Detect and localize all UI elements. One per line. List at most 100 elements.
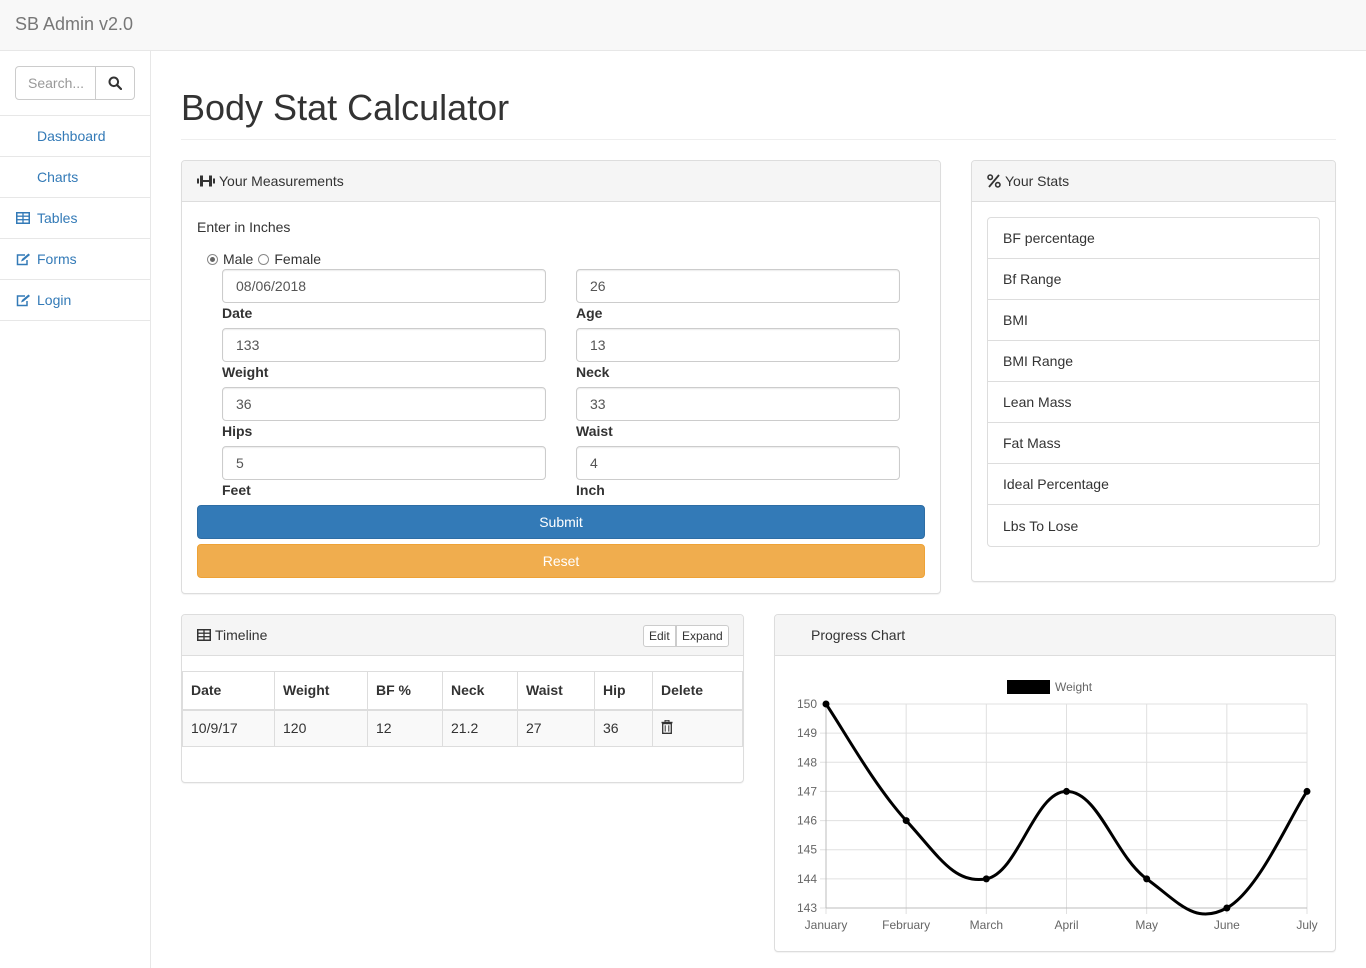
progress-chart-panel: Progress Chart Weight 143 144 145 146 147 148… xyxy=(774,614,1336,952)
table-row: 10/9/17 120 12 21.2 27 36 xyxy=(182,709,743,747)
search-button[interactable] xyxy=(95,66,135,100)
female-label: Female xyxy=(274,251,322,267)
feet-label: Feet xyxy=(222,482,251,498)
sidebar-item-forms[interactable]: Forms xyxy=(0,239,150,280)
y-tick-label: 147 xyxy=(797,784,817,798)
y-tick-label: 149 xyxy=(797,726,817,740)
male-radio[interactable] xyxy=(207,253,218,265)
cell-bf: 12 xyxy=(367,709,443,747)
x-tick-label: April xyxy=(1054,918,1078,932)
sidebar-item-label: Tables xyxy=(37,210,78,226)
top-navbar: SB Admin v2.0 xyxy=(0,0,1366,51)
search-input[interactable] xyxy=(15,66,96,100)
data-point xyxy=(902,817,910,825)
data-point xyxy=(1143,875,1151,883)
search-icon xyxy=(108,76,122,90)
edit-button[interactable]: Edit xyxy=(643,625,676,647)
percent-icon xyxy=(987,174,1001,188)
y-tick-label: 146 xyxy=(797,814,817,828)
sidebar-item-dashboard[interactable]: Dashboard xyxy=(0,116,150,157)
data-point xyxy=(1063,787,1070,795)
waist-input[interactable] xyxy=(576,387,900,421)
date-input[interactable] xyxy=(222,269,546,303)
panel-title: Progress Chart xyxy=(811,627,906,643)
hips-input[interactable] xyxy=(222,387,546,421)
stat-bmi: BMI xyxy=(988,300,1319,341)
sidebar-item-tables[interactable]: Tables xyxy=(0,198,150,239)
sidebar-item-login[interactable]: Login xyxy=(0,280,150,321)
feet-input[interactable] xyxy=(222,446,546,480)
stat-fat-mass: Fat Mass xyxy=(988,423,1319,464)
expand-button[interactable]: Expand xyxy=(676,625,729,647)
table-header-row: Date Weight BF % Neck Waist Hip Delete xyxy=(182,671,743,711)
stat-bf-percentage: BF percentage xyxy=(988,218,1319,259)
sidebar-search xyxy=(0,51,150,116)
chart-grid xyxy=(820,703,1308,914)
legend-swatch xyxy=(1007,680,1050,694)
col-bf: BF % xyxy=(367,671,443,711)
y-axis-ticks: 143 144 145 146 147 148 149 150 xyxy=(797,697,817,915)
stat-lbs-to-lose: Lbs To Lose xyxy=(1003,517,1079,534)
x-tick-label: July xyxy=(1296,918,1317,932)
brand-link[interactable]: SB Admin v2.0 xyxy=(15,14,134,34)
sidebar-item-label: Dashboard xyxy=(37,128,106,144)
weight-line-chart: Weight 143 144 145 146 147 148 149 150 January F… xyxy=(797,680,1318,932)
y-tick-label: 150 xyxy=(797,697,817,711)
reset-button[interactable]: Reset xyxy=(197,544,925,578)
male-label: Male xyxy=(223,251,254,267)
col-neck: Neck xyxy=(442,671,518,711)
x-axis-ticks: January February March April May June July xyxy=(805,918,1318,932)
panel-heading: Your Stats xyxy=(972,161,1335,202)
weight-label: Weight xyxy=(222,364,269,380)
panel-heading: Your Measurements xyxy=(182,161,940,202)
table-icon xyxy=(197,629,211,641)
stat-bf-range: Bf Range xyxy=(988,259,1319,300)
data-point xyxy=(1303,787,1311,795)
y-tick-label: 145 xyxy=(797,843,817,857)
dumbbell-icon xyxy=(197,175,215,187)
data-point xyxy=(822,700,830,708)
neck-input[interactable] xyxy=(576,328,900,362)
trash-icon[interactable] xyxy=(661,719,673,734)
y-tick-label: 143 xyxy=(797,901,817,915)
col-waist: Waist xyxy=(517,671,595,711)
female-radio[interactable] xyxy=(258,253,270,265)
title-divider xyxy=(181,139,1336,140)
panel-heading: Progress Chart xyxy=(775,615,1335,656)
cell-weight: 120 xyxy=(274,709,368,747)
col-delete: Delete xyxy=(652,671,743,711)
edit-icon xyxy=(16,252,32,266)
page-title: Body Stat Calculator xyxy=(181,87,510,128)
stats-panel: Your Stats BF percentage Bf Range BMI BM… xyxy=(971,160,1336,582)
sidebar: Dashboard Charts Tables Forms Login xyxy=(0,51,151,968)
cell-neck: 21.2 xyxy=(442,709,518,747)
measurements-panel: Your Measurements Enter in Inches Male F… xyxy=(181,160,941,594)
cell-waist: 27 xyxy=(517,709,595,747)
stat-ideal-percentage: Ideal Percentage xyxy=(988,464,1319,505)
hips-label: Hips xyxy=(222,423,253,439)
col-hip: Hip xyxy=(594,671,653,711)
timeline-table: Date Weight BF % Neck Waist Hip Delete 1… xyxy=(182,671,743,747)
sidebar-item-charts[interactable]: Charts xyxy=(0,157,150,198)
y-tick-label: 148 xyxy=(797,755,817,769)
sidebar-item-label: Login xyxy=(37,292,72,308)
weight-input[interactable] xyxy=(222,328,546,362)
date-label: Date xyxy=(222,305,253,321)
submit-button[interactable]: Submit xyxy=(197,505,925,539)
cell-hip: 36 xyxy=(594,709,653,747)
data-point xyxy=(1223,904,1231,912)
x-tick-label: May xyxy=(1135,918,1158,932)
chart-legend: Weight xyxy=(1007,680,1093,694)
stat-bmi-range: BMI Range xyxy=(988,341,1319,382)
sidebar-item-label: Charts xyxy=(37,169,79,185)
data-point xyxy=(982,875,990,883)
legend-label: Weight xyxy=(1055,680,1093,694)
age-label: Age xyxy=(576,305,603,321)
x-tick-label: February xyxy=(882,918,930,932)
col-date: Date xyxy=(182,671,275,711)
age-input[interactable] xyxy=(576,269,900,303)
panel-title: Your Stats xyxy=(1005,173,1070,189)
inch-input[interactable] xyxy=(576,446,900,480)
stat-lean-mass: Lean Mass xyxy=(988,382,1319,423)
gender-radio-group: Male Female xyxy=(207,251,321,267)
